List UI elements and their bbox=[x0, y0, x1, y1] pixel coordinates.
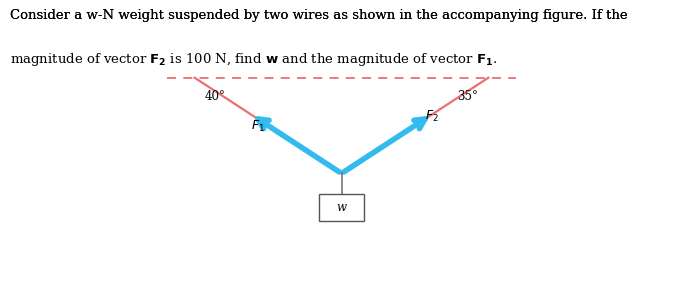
Text: 35°: 35° bbox=[457, 90, 478, 103]
Text: 40°: 40° bbox=[205, 90, 226, 103]
Text: $F_1$: $F_1$ bbox=[251, 119, 265, 134]
Text: magnitude of vector $\mathbf{F_2}$ is 100 N, find $\mathbf{w}$ and the magnitude: magnitude of vector $\mathbf{F_2}$ is 10… bbox=[10, 51, 498, 68]
Text: w: w bbox=[337, 201, 346, 214]
Text: Consider a w-N weight suspended by two wires as shown in the accompanying figure: Consider a w-N weight suspended by two w… bbox=[10, 9, 628, 22]
Text: Consider a w-N weight suspended by two wires as shown in the accompanying figure: Consider a w-N weight suspended by two w… bbox=[10, 9, 628, 22]
Text: $F_2$: $F_2$ bbox=[425, 109, 438, 124]
Bar bbox=[320, 194, 363, 221]
